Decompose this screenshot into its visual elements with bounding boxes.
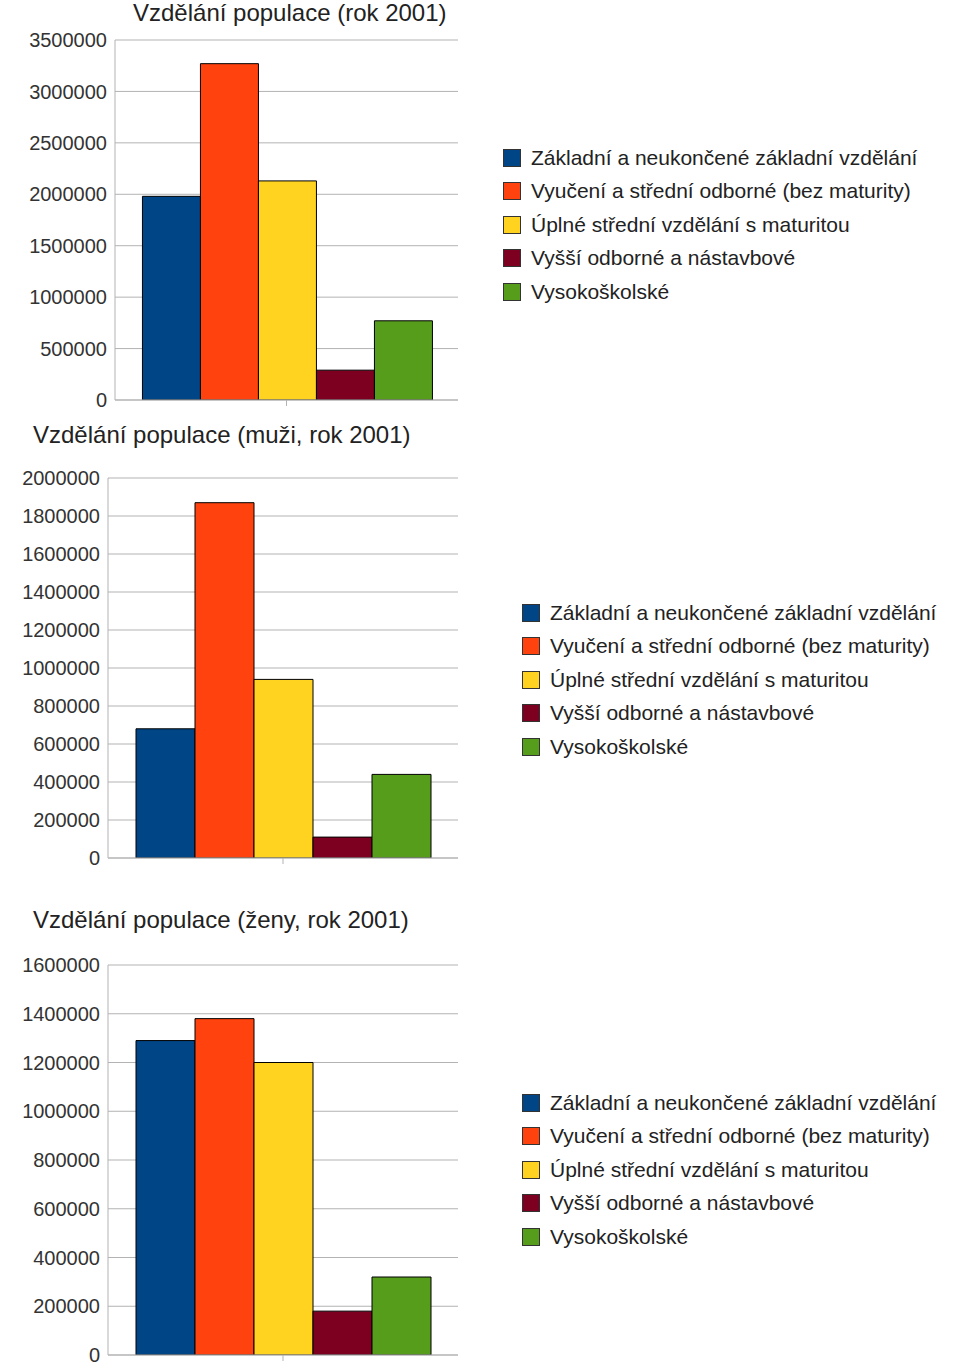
svg-text:800000: 800000 <box>33 1149 100 1171</box>
html-text:Základní a neukončené základní: Základní a neukončené základní vzdělání <box>550 1090 937 1114</box>
html-text:Vyučení a střední odborné (bez: Vyučení a střední odborné (bez maturity) <box>550 634 930 658</box>
svg-text:0: 0 <box>89 1344 100 1365</box>
svg-text:3000000: 3000000 <box>29 81 107 103</box>
svg-text:1800000: 1800000 <box>22 505 100 527</box>
html-text:Základní a neukončené základní: Základní a neukončené základní vzdělání <box>550 600 937 624</box>
svg-text:1600000: 1600000 <box>22 543 100 565</box>
svg-text:1000000: 1000000 <box>22 1100 100 1122</box>
svg-text:600000: 600000 <box>33 1198 100 1220</box>
svg-text:2500000: 2500000 <box>29 132 107 154</box>
svg-text:200000: 200000 <box>33 809 100 831</box>
html-text:Vyšší odborné a nástavbové: Vyšší odborné a nástavbové <box>550 701 815 725</box>
svg-text:1400000: 1400000 <box>22 1003 100 1025</box>
svg-text:200000: 200000 <box>33 1295 100 1317</box>
html-text:Vzdělání populace (ženy, rok 2: Vzdělání populace (ženy, rok 2001) <box>33 906 409 933</box>
svg-text:800000: 800000 <box>33 695 100 717</box>
html-text:Vyšší odborné a nástavbové: Vyšší odborné a nástavbové <box>531 246 796 270</box>
svg-text:1000000: 1000000 <box>29 286 107 308</box>
html-text:Úplné střední vzdělání s matur: Úplné střední vzdělání s maturitou <box>550 1157 869 1181</box>
svg-text:600000: 600000 <box>33 733 100 755</box>
svg-text:0: 0 <box>89 847 100 868</box>
svg-text:1600000: 1600000 <box>22 955 100 976</box>
svg-text:2000000: 2000000 <box>22 468 100 489</box>
html-text:Vysokoškolské: Vysokoškolské <box>550 734 689 758</box>
html-text:Vysokoškolské: Vysokoškolské <box>550 1224 689 1248</box>
svg-text:2000000: 2000000 <box>29 183 107 205</box>
svg-text:1500000: 1500000 <box>29 235 107 257</box>
html-text:Vzdělání populace (muži, rok 2: Vzdělání populace (muži, rok 2001) <box>33 421 411 448</box>
html-text:Úplné střední vzdělání s matur: Úplné střední vzdělání s maturitou <box>531 212 850 236</box>
html-text:Vzdělání populace (rok 2001): Vzdělání populace (rok 2001) <box>133 0 447 26</box>
svg-text:0: 0 <box>96 389 107 410</box>
svg-text:400000: 400000 <box>33 771 100 793</box>
html-text:Vysokoškolské: Vysokoškolské <box>531 279 670 303</box>
svg-text:1200000: 1200000 <box>22 619 100 641</box>
html-text:Úplné střední vzdělání s matur: Úplné střední vzdělání s maturitou <box>550 667 869 691</box>
html-text:Vyučení a střední odborné (bez: Vyučení a střední odborné (bez maturity) <box>550 1124 930 1148</box>
svg-text:1400000: 1400000 <box>22 581 100 603</box>
svg-text:1000000: 1000000 <box>22 657 100 679</box>
svg-text:400000: 400000 <box>33 1247 100 1269</box>
html-text:Základní a neukončené základní: Základní a neukončené základní vzdělání <box>531 145 918 169</box>
svg-text:1200000: 1200000 <box>22 1052 100 1074</box>
html-text:Vyučení a střední odborné (bez: Vyučení a střední odborné (bez maturity) <box>531 179 911 203</box>
svg-text:500000: 500000 <box>40 338 107 360</box>
html-text:Vyšší odborné a nástavbové: Vyšší odborné a nástavbové <box>550 1191 815 1215</box>
svg-text:3500000: 3500000 <box>29 30 107 51</box>
